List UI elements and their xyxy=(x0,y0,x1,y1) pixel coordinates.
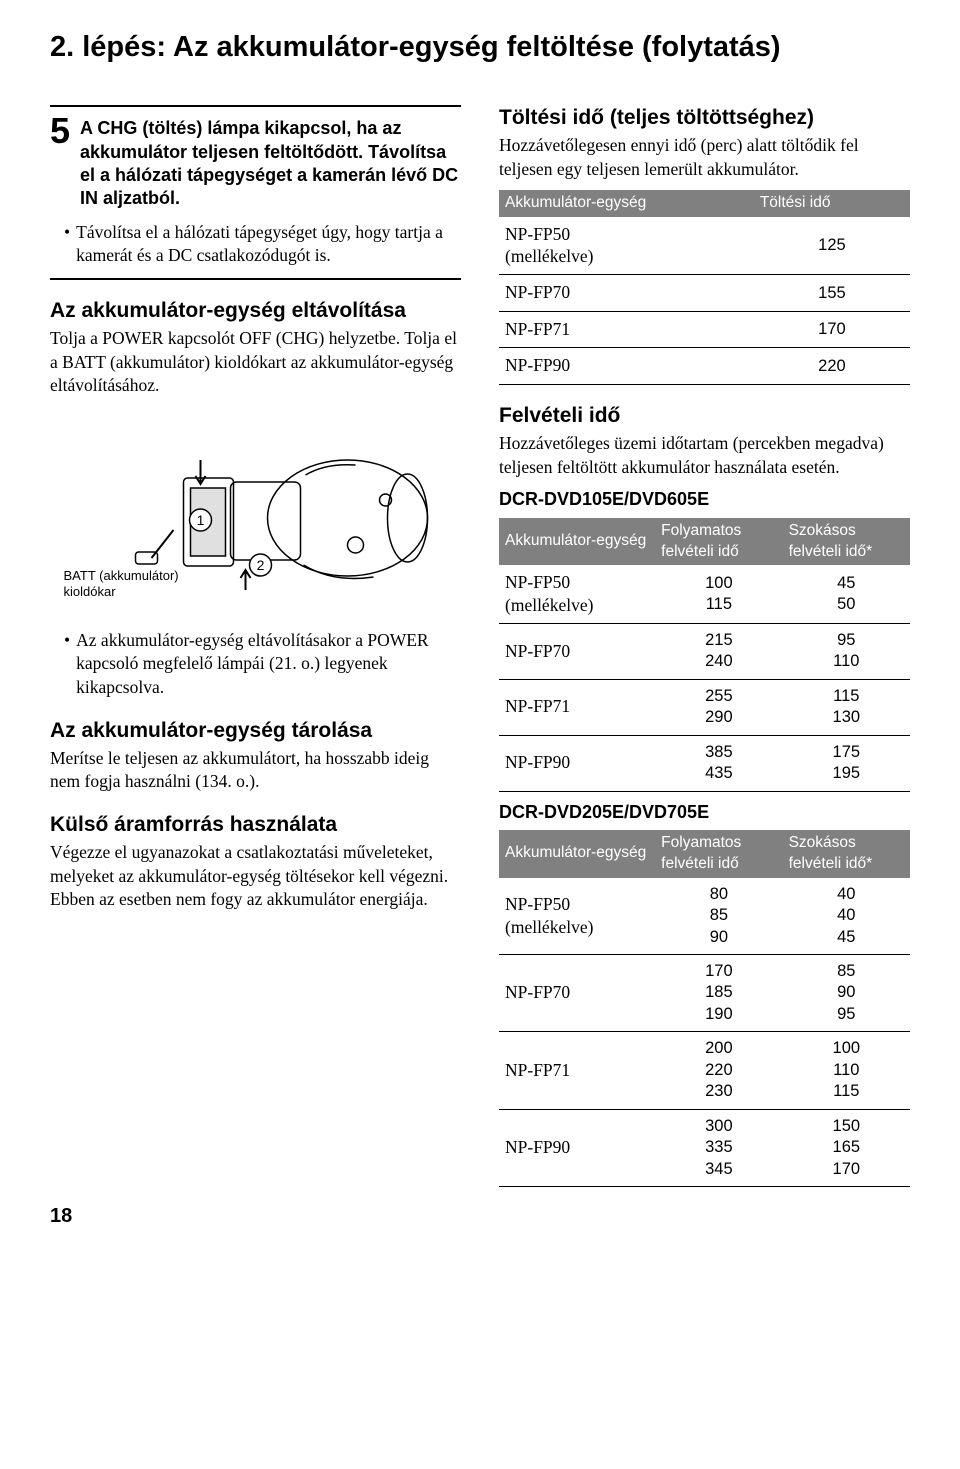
illus-label-line1: BATT (akkumulátor) xyxy=(64,568,179,583)
left-column: 5 A CHG (töltés) lámpa kikapcsol, ha az … xyxy=(50,105,461,1187)
illus-label-line2: kioldókar xyxy=(64,584,117,599)
table-row: NP-FP71 200220230 100110115 xyxy=(499,1032,910,1109)
model2-table: Akkumulátor-egység Folyamatos felvételi … xyxy=(499,830,910,1187)
model-heading-1: DCR-DVD105E/DVD605E xyxy=(499,487,910,511)
page-title: 2. lépés: Az akkumulátor-egység feltölté… xyxy=(50,28,910,67)
table-row: NP-FP70 155 xyxy=(499,275,910,312)
th-battery: Akkumulátor-egység xyxy=(499,518,655,566)
cell-battery: NP-FP70 xyxy=(499,623,655,679)
step-text: A CHG (töltés) lámpa kikapcsol, ha az ak… xyxy=(80,113,461,211)
table-row: NP-FP50(mellékelve) 100115 4550 xyxy=(499,565,910,623)
section-heading-external: Külső áramforrás használata xyxy=(50,812,461,837)
bullet-dot-icon: • xyxy=(64,629,70,700)
table-header-row: Akkumulátor-egység Folyamatos felvételi … xyxy=(499,830,910,878)
cell-continuous: 300335345 xyxy=(655,1109,782,1186)
table-row: NP-FP71 170 xyxy=(499,311,910,348)
cell-typical: 404045 xyxy=(783,878,910,955)
cell-battery: NP-FP90 xyxy=(499,1109,655,1186)
cell-typical: 4550 xyxy=(783,565,910,623)
th-continuous: Folyamatos felvételi idő xyxy=(655,830,782,878)
body-text: Végezze el ugyanazokat a csatlakoztatási… xyxy=(50,841,461,912)
section-heading-remove: Az akkumulátor-egység eltávolítása xyxy=(50,298,461,323)
cell-battery: NP-FP50(mellékelve) xyxy=(499,565,655,623)
th-typical: Szokásos felvételi idő* xyxy=(783,830,910,878)
cell-time: 155 xyxy=(754,275,910,312)
page-number: 18 xyxy=(50,1203,910,1230)
two-column-layout: 5 A CHG (töltés) lámpa kikapcsol, ha az … xyxy=(50,105,910,1187)
bullet-text: Távolítsa el a hálózati tápegységet úgy,… xyxy=(76,221,461,268)
table-row: NP-FP90 220 xyxy=(499,348,910,385)
table-row: NP-FP50(mellékelve) 125 xyxy=(499,217,910,275)
cell-battery: NP-FP70 xyxy=(499,275,754,312)
bullet-text: Az akkumulátor-egység eltávolításakor a … xyxy=(76,629,461,700)
cell-continuous: 808590 xyxy=(655,878,782,955)
divider xyxy=(50,278,461,280)
section-heading-charging: Töltési idő (teljes töltöttséghez) xyxy=(499,105,910,130)
th-battery: Akkumulátor-egység xyxy=(499,190,754,217)
body-text: Hozzávetőlegesen ennyi idő (perc) alatt … xyxy=(499,134,910,181)
bullet-item: • Az akkumulátor-egység eltávolításakor … xyxy=(64,629,461,700)
cell-battery: NP-FP71 xyxy=(499,1032,655,1109)
model1-table: Akkumulátor-egység Folyamatos felvételi … xyxy=(499,518,910,792)
th-typical: Szokásos felvételi idő* xyxy=(783,518,910,566)
camera-illustration: 1 2 BATT (akkumulátor) kioldókar xyxy=(50,420,461,610)
section-heading-recording: Felvételi idő xyxy=(499,403,910,428)
cell-battery: NP-FP50(mellékelve) xyxy=(499,878,655,955)
step-5: 5 A CHG (töltés) lámpa kikapcsol, ha az … xyxy=(50,113,461,211)
cell-continuous: 385435 xyxy=(655,735,782,791)
model-heading-2: DCR-DVD205E/DVD705E xyxy=(499,800,910,824)
divider xyxy=(50,105,461,107)
table-row: NP-FP90 385435 175195 xyxy=(499,735,910,791)
cell-typical: 859095 xyxy=(783,955,910,1032)
cell-time: 125 xyxy=(754,217,910,275)
th-battery: Akkumulátor-egység xyxy=(499,830,655,878)
cell-battery: NP-FP70 xyxy=(499,955,655,1032)
cell-continuous: 255290 xyxy=(655,679,782,735)
th-continuous: Folyamatos felvételi idő xyxy=(655,518,782,566)
table-row: NP-FP71 255290 115130 xyxy=(499,679,910,735)
body-text: Merítse le teljesen az akkumulátort, ha … xyxy=(50,747,461,794)
cell-time: 170 xyxy=(754,311,910,348)
step-number: 5 xyxy=(50,113,70,211)
callout-2: 2 xyxy=(257,557,265,573)
cell-typical: 95110 xyxy=(783,623,910,679)
cell-battery: NP-FP71 xyxy=(499,311,754,348)
cell-battery: NP-FP90 xyxy=(499,735,655,791)
cell-battery: NP-FP50(mellékelve) xyxy=(499,217,754,275)
section-heading-storage: Az akkumulátor-egység tárolása xyxy=(50,718,461,743)
body-text: Hozzávetőleges üzemi időtartam (percekbe… xyxy=(499,432,910,479)
table-row: NP-FP70 170185190 859095 xyxy=(499,955,910,1032)
bullet-item: • Távolítsa el a hálózati tápegységet úg… xyxy=(64,221,461,268)
cell-battery: NP-FP71 xyxy=(499,679,655,735)
callout-1: 1 xyxy=(197,512,205,528)
cell-typical: 115130 xyxy=(783,679,910,735)
charging-time-table: Akkumulátor-egység Töltési idő NP-FP50(m… xyxy=(499,190,910,385)
cell-typical: 100110115 xyxy=(783,1032,910,1109)
table-row: NP-FP90 300335345 150165170 xyxy=(499,1109,910,1186)
cell-continuous: 215240 xyxy=(655,623,782,679)
table-header-row: Akkumulátor-egység Folyamatos felvételi … xyxy=(499,518,910,566)
th-time: Töltési idő xyxy=(754,190,910,217)
cell-continuous: 200220230 xyxy=(655,1032,782,1109)
right-column: Töltési idő (teljes töltöttséghez) Hozzá… xyxy=(499,105,910,1187)
table-row: NP-FP70 215240 95110 xyxy=(499,623,910,679)
cell-typical: 150165170 xyxy=(783,1109,910,1186)
body-text: Tolja a POWER kapcsolót OFF (CHG) helyze… xyxy=(50,327,461,398)
cell-battery: NP-FP90 xyxy=(499,348,754,385)
bullet-dot-icon: • xyxy=(64,221,70,268)
table-header-row: Akkumulátor-egység Töltési idő xyxy=(499,190,910,217)
cell-typical: 175195 xyxy=(783,735,910,791)
cell-continuous: 100115 xyxy=(655,565,782,623)
table-row: NP-FP50(mellékelve) 808590 404045 xyxy=(499,878,910,955)
cell-time: 220 xyxy=(754,348,910,385)
cell-continuous: 170185190 xyxy=(655,955,782,1032)
